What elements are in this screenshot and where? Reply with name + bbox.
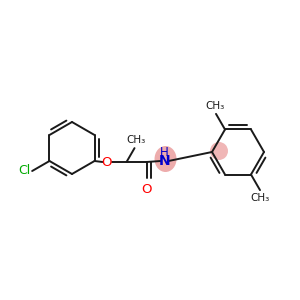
Ellipse shape xyxy=(154,146,176,172)
Text: N: N xyxy=(159,154,170,168)
Ellipse shape xyxy=(210,142,228,160)
Text: Cl: Cl xyxy=(18,164,30,178)
Text: O: O xyxy=(141,183,152,196)
Text: O: O xyxy=(101,155,112,169)
Text: CH₃: CH₃ xyxy=(206,101,225,111)
Text: H: H xyxy=(160,146,169,160)
Text: CH₃: CH₃ xyxy=(126,135,145,145)
Text: CH₃: CH₃ xyxy=(250,193,270,203)
